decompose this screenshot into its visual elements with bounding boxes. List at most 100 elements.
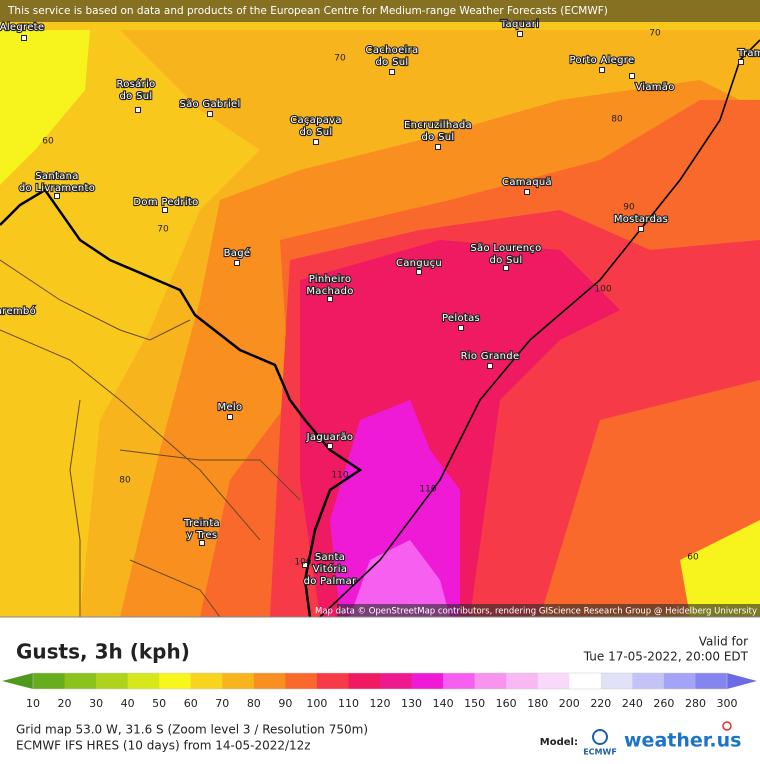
colorbar: 10 20 30 40 50 60 70 80 90 100 110 120 130 140 150 160 1… [2, 672, 757, 710]
legend-tick-label: 260 [653, 697, 674, 710]
city-dot [517, 31, 523, 37]
contour-label: 70 [157, 225, 169, 235]
city-dot [162, 207, 168, 213]
color-swatch [222, 673, 255, 689]
contour-label: 90 [623, 203, 635, 213]
city-dot [503, 265, 509, 271]
legend-tick-label: 120 [370, 697, 391, 710]
legend-tick-label: 40 [121, 697, 135, 710]
city-dot [389, 69, 395, 75]
city-dot [302, 562, 308, 568]
color-swatch [663, 673, 696, 689]
color-swatch [127, 673, 160, 689]
brand: weather.us [624, 730, 741, 752]
field [350, 540, 450, 617]
city-label: Dom Pedrito [133, 197, 198, 208]
city-dot [227, 414, 233, 420]
model-info: ECMWF IFS HRES (10 days) from 14-05-2022… [16, 739, 311, 753]
legend-tick-label: 220 [590, 697, 611, 710]
color-swatch [159, 673, 192, 689]
color-swatch [695, 673, 728, 689]
banner-bg [0, 0, 760, 22]
legend-tick-label: 140 [433, 697, 454, 710]
contour-label: 70 [649, 29, 661, 39]
city-label: do Livramento [19, 183, 95, 194]
color-swatch [380, 673, 413, 689]
color-swatch [569, 673, 602, 689]
city-label: Santana [35, 171, 78, 182]
color-swatch [443, 673, 476, 689]
city-label: Mostardas [614, 214, 668, 225]
legend-tick-label: 110 [338, 697, 359, 710]
legend-tick-label: 50 [152, 697, 166, 710]
model-name: ECMWF [583, 748, 617, 757]
legend-tick-label: 200 [559, 697, 580, 710]
city-label: Pinheiro [309, 274, 352, 285]
legend-tick-label: 20 [58, 697, 72, 710]
valid-label: Valid for [699, 635, 748, 649]
city-dot [327, 443, 333, 449]
city-label: do Sul [300, 127, 333, 138]
city-label: Tacuarembó [0, 305, 36, 317]
city-dot [629, 73, 635, 79]
city-dot [234, 260, 240, 266]
city-label: Jaguarão [306, 432, 354, 443]
color-swatch [2, 673, 33, 689]
legend-tick-label: 90 [278, 697, 292, 710]
model-label: Model: [540, 737, 578, 748]
contour-label: 70 [334, 54, 346, 64]
legend-tick-label: 70 [215, 697, 229, 710]
city-label: São Gabriel [179, 99, 240, 110]
color-swatch [190, 673, 223, 689]
city-dot [207, 111, 213, 117]
color-swatch [632, 673, 665, 689]
city-label: Porto Alegre [570, 55, 635, 66]
legend-title: Gusts, 3h (kph) [16, 640, 190, 664]
city-label: y Tres [187, 530, 218, 541]
color-swatch [33, 673, 66, 689]
city-dot [199, 540, 205, 546]
legend-tick-label: 300 [717, 697, 738, 710]
color-swatch [96, 673, 129, 689]
legend-tick-label: 160 [496, 697, 517, 710]
city-dot [599, 67, 605, 73]
contour-labels: 70 60 70 80 90 100 110 110 80 100 60 70 [42, 29, 699, 568]
brand-icon [722, 721, 732, 731]
city-dot [738, 59, 744, 65]
city-label: Canguçu [396, 258, 442, 269]
legend-tick-label: 100 [306, 697, 327, 710]
city-dot [487, 363, 493, 369]
city-label: Bagé [224, 247, 251, 259]
city-label: Machado [306, 286, 353, 297]
legend-tick-label: 80 [247, 697, 261, 710]
city-label: do Palmar [304, 576, 357, 587]
legend-tick-label: 150 [464, 697, 485, 710]
color-swatch [506, 673, 539, 689]
contour-label: 100 [594, 285, 611, 295]
field [0, 30, 90, 185]
contour-label: 60 [687, 553, 699, 563]
color-swatch [411, 673, 444, 689]
color-swatch [474, 673, 507, 689]
city-label: Rio Grande [461, 351, 520, 362]
city-dot [638, 226, 644, 232]
city-dot [21, 35, 27, 41]
city-label: Caçapava [290, 115, 342, 126]
ecmwf-logo [592, 729, 608, 745]
city-label: Melo [218, 402, 243, 413]
attribution: Map data © OpenStreetMap contributors, r… [315, 607, 757, 617]
legend-tick-label: 30 [89, 697, 103, 710]
city-dot [435, 144, 441, 150]
city-dot [524, 189, 530, 195]
city-label: Vitória [313, 563, 348, 575]
city-label: do Sul [120, 91, 153, 102]
city-label: do Sul [422, 132, 455, 143]
coastline [319, 39, 760, 617]
city-label: do Sul [376, 57, 409, 68]
banner: This service is based on data and produc… [7, 5, 608, 17]
city-label: Alegrete [0, 22, 44, 33]
city-label: Camaquã [502, 177, 552, 188]
